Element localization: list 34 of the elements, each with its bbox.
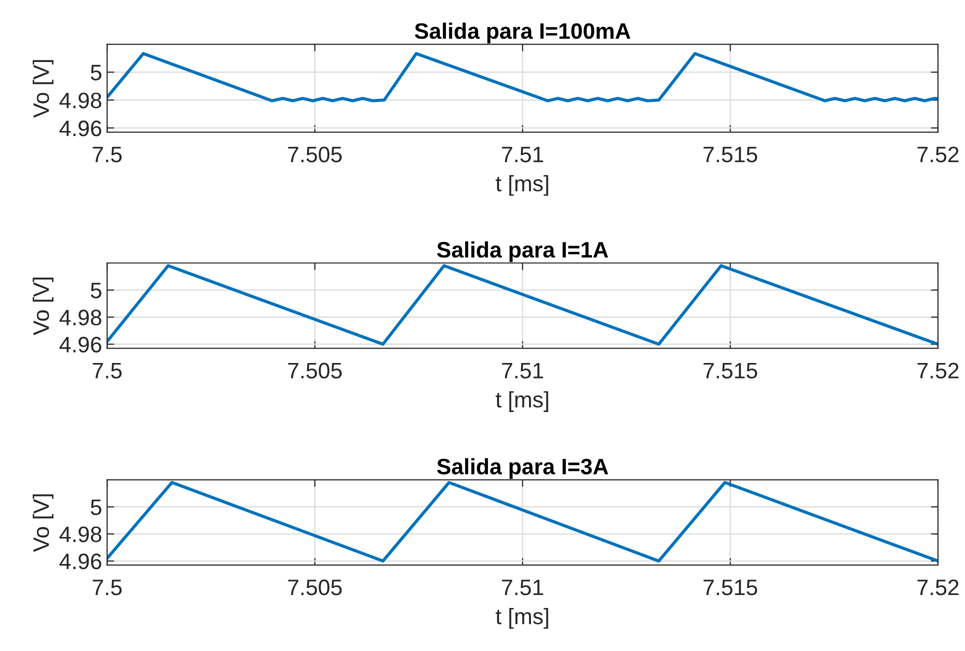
y-tick-label: 5 [90, 282, 102, 298]
x-tick-label: 7.5 [92, 362, 122, 378]
chart-title: Salida para I=1A [437, 241, 608, 262]
y-tick-label: 4.96 [60, 554, 102, 570]
y-tick-label: 4.98 [60, 526, 102, 542]
y-axis-title: Vo [V] [32, 494, 54, 552]
x-tick-label: 7.515 [704, 362, 758, 378]
chart-title: Salida para I=3A [437, 458, 608, 479]
x-tick-label: 7.515 [704, 146, 758, 162]
x-tick-label: 7.51 [502, 362, 544, 378]
x-axis-title: t [ms] [496, 175, 548, 196]
x-axis-title: t [ms] [496, 608, 548, 629]
x-tick-label: 7.5 [92, 580, 122, 596]
y-tick-label: 4.96 [60, 120, 102, 136]
x-tick-label: 7.51 [502, 580, 544, 596]
x-tick-label: 7.52 [917, 580, 958, 596]
y-tick-label: 4.98 [60, 310, 102, 326]
x-axis-title: t [ms] [496, 391, 548, 412]
x-tick-label: 7.51 [502, 146, 544, 162]
x-tick-label: 7.505 [288, 362, 342, 378]
x-tick-label: 7.515 [704, 580, 758, 596]
line-series [107, 52, 938, 102]
x-tick-label: 7.5 [92, 146, 122, 162]
x-tick-label: 7.52 [917, 362, 958, 378]
y-tick-label: 5 [90, 64, 102, 80]
y-axis-title: Vo [V] [32, 278, 54, 336]
y-tick-label: 4.98 [60, 92, 102, 108]
x-tick-label: 7.505 [288, 146, 342, 162]
x-tick-label: 7.52 [917, 146, 958, 162]
chart-title: Salida para I=100mA [414, 22, 630, 44]
y-axis-title: Vo [V] [32, 60, 54, 118]
y-tick-label: 5 [90, 500, 102, 516]
y-tick-label: 4.96 [60, 336, 102, 352]
x-tick-label: 7.505 [288, 580, 342, 596]
